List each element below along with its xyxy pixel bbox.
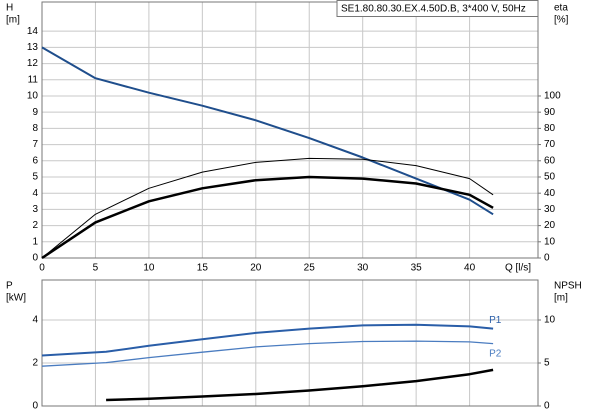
x-tick-label: 25: [304, 263, 316, 274]
series-label: P1: [489, 315, 502, 326]
series-line: [41, 46, 494, 216]
title-box: [336, 0, 539, 17]
y-tick-label: 4: [32, 188, 38, 199]
plot-frame: [41, 1, 539, 259]
y-tick-label: 0: [32, 401, 38, 412]
y2-tick-label: 0: [544, 401, 550, 412]
y2-tick-label: 70: [544, 139, 556, 150]
y2-tick-label: 40: [544, 188, 556, 199]
series-label: P2: [489, 348, 502, 359]
y-tick-label: 2: [32, 220, 38, 231]
series-line: [106, 368, 494, 402]
series-line: [41, 157, 494, 259]
series-line: [41, 175, 494, 260]
x-tick-label: 35: [411, 263, 423, 274]
x-tick-label: 40: [464, 263, 476, 274]
x-tick-label: 10: [143, 263, 155, 274]
y2-tick-label: 0: [544, 253, 550, 264]
series-line: [41, 340, 494, 367]
y-tick-label: 1: [32, 236, 38, 247]
y-tick-label: 5: [32, 172, 38, 183]
y-axis-label: [kW]: [6, 293, 26, 304]
y-tick-label: 12: [27, 58, 39, 69]
y2-tick-label: 80: [544, 123, 556, 134]
y2-tick-label: 60: [544, 155, 556, 166]
series-line: [41, 323, 494, 357]
y2-axis-label: [%]: [554, 15, 569, 26]
y-tick-label: 10: [27, 91, 39, 102]
y-tick-label: 11: [28, 74, 39, 85]
x-tick-label: 0: [39, 263, 45, 274]
y-tick-label: 2: [32, 358, 38, 369]
y2-axis-label: NPSH: [554, 281, 582, 292]
y-axis-label: H: [6, 3, 13, 14]
y2-tick-label: 5: [544, 358, 550, 369]
y-tick-label: 0: [32, 253, 38, 264]
y2-tick-label: 50: [544, 172, 556, 183]
y-tick-label: 6: [32, 155, 38, 166]
x-tick-label: 30: [357, 263, 369, 274]
y2-tick-label: 10: [544, 236, 556, 247]
y2-tick-label: 10: [544, 315, 556, 326]
x-tick-label: 15: [197, 263, 209, 274]
y2-tick-label: 20: [544, 220, 556, 231]
y2-tick-label: 30: [544, 204, 556, 215]
x-tick-label: 20: [250, 263, 262, 274]
y-tick-label: 13: [27, 42, 39, 53]
x-tick-label: 5: [93, 263, 99, 274]
y2-axis-label: eta: [554, 3, 568, 14]
y2-tick-label: 100: [544, 91, 561, 102]
y-tick-label: 14: [27, 26, 39, 37]
y-tick-label: 3: [32, 204, 38, 215]
y2-axis-label: [m]: [554, 293, 568, 304]
y-tick-label: 8: [32, 123, 38, 134]
y-axis-label: [m]: [6, 15, 20, 26]
plot-frame: [41, 279, 539, 407]
y-axis-label: P: [6, 281, 13, 292]
y-tick-label: 9: [32, 107, 38, 118]
chart-title: SE1.80.80.30.EX.4.50D.B, 3*400 V, 50Hz: [341, 4, 526, 15]
y-tick-label: 7: [32, 139, 38, 150]
x-axis-label: Q [l/s]: [505, 263, 531, 274]
y2-tick-label: 90: [544, 107, 556, 118]
y-tick-label: 4: [32, 315, 38, 326]
